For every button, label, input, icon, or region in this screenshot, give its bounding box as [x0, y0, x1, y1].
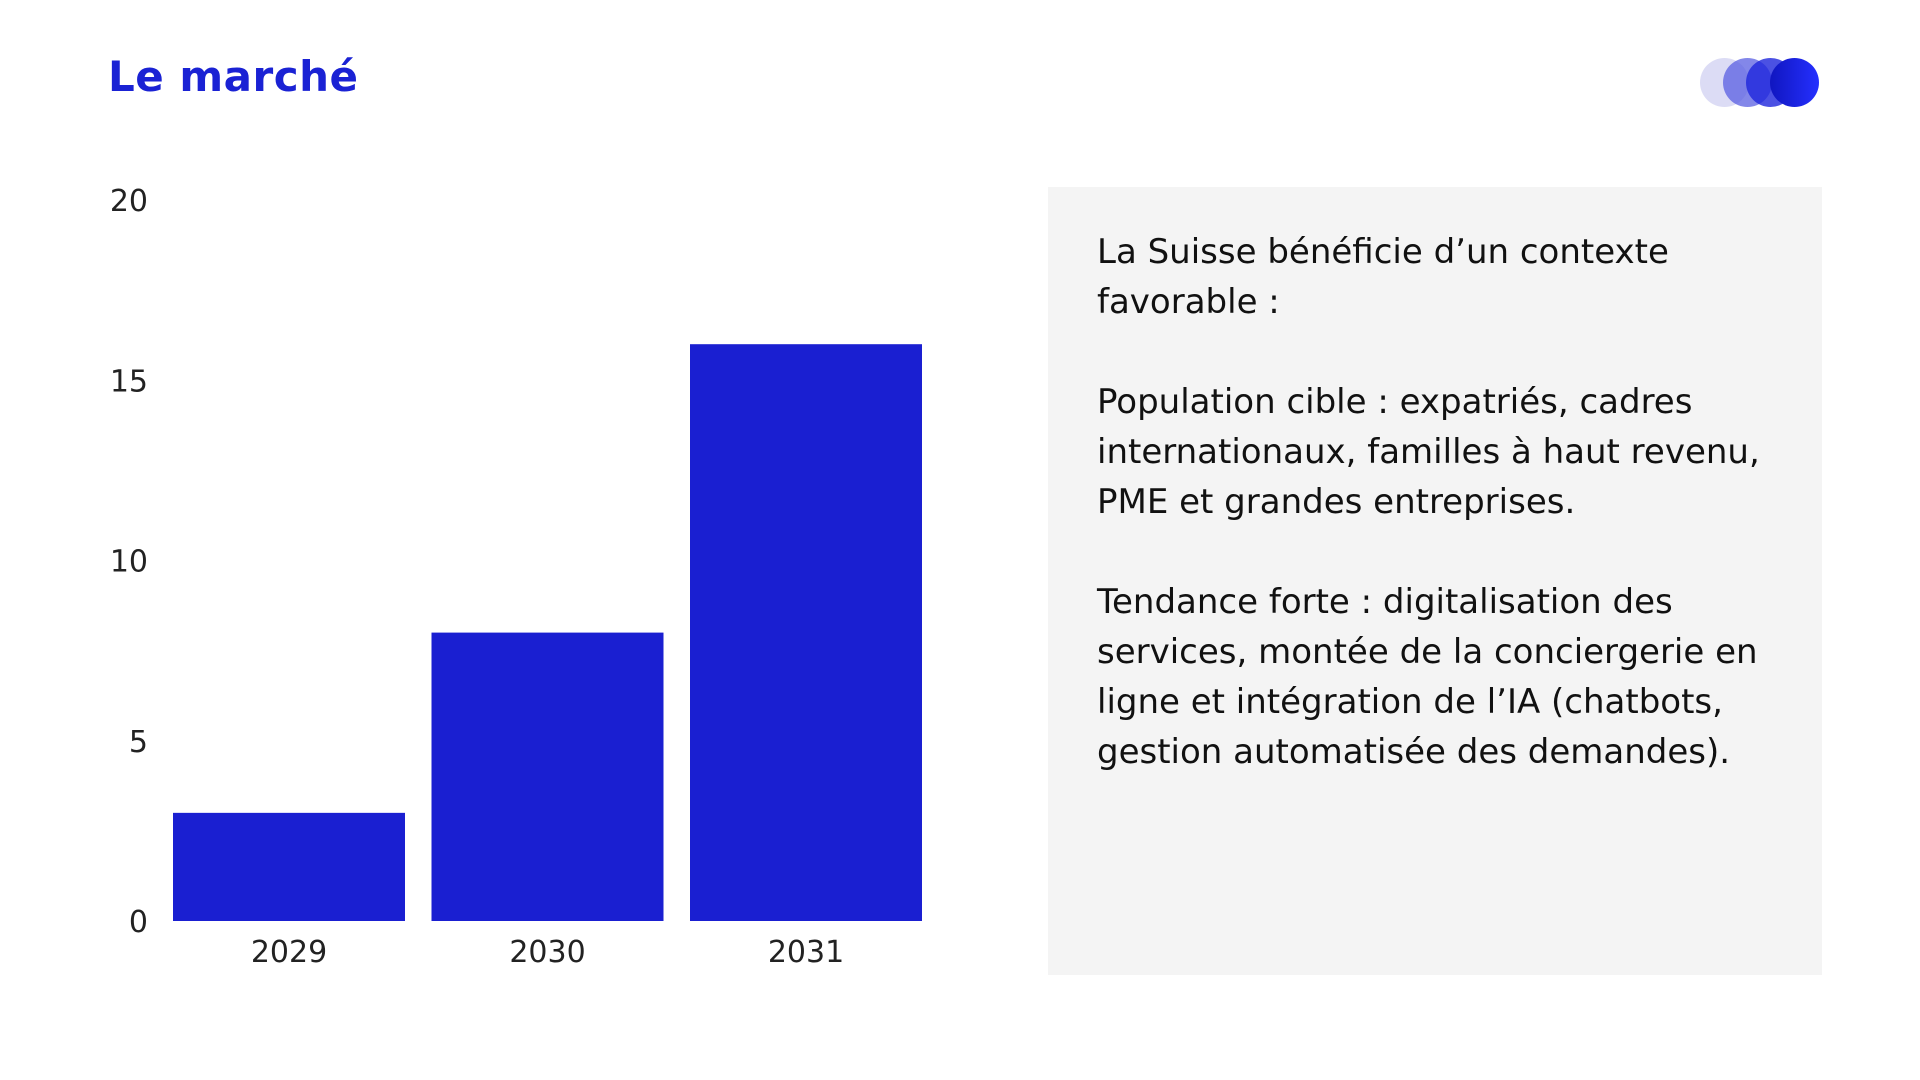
info-panel: La Suisse bénéficie d’un contexte favora…	[1048, 187, 1822, 975]
x-tick-label: 2031	[768, 935, 844, 970]
paragraph-trend: Tendance forte : digitalisation des serv…	[1097, 582, 1758, 772]
y-tick-label: 0	[129, 905, 148, 940]
y-tick-label: 10	[110, 545, 148, 580]
y-tick-label: 15	[110, 364, 148, 399]
y-tick-label: 20	[110, 184, 148, 219]
x-tick-label: 2029	[251, 935, 327, 970]
bar-2030	[431, 632, 664, 921]
logo-circle-4	[1770, 58, 1819, 107]
bar-chart: 0 5 10 15 20 2029 2030 2031	[110, 184, 922, 970]
logo-circles-icon	[1700, 58, 1830, 108]
paragraph-context: La Suisse bénéficie d’un contexte favora…	[1097, 232, 1669, 322]
bar-2031	[690, 344, 922, 921]
bar-2029	[173, 812, 405, 921]
page-title: Le marché	[108, 52, 359, 101]
y-tick-label: 5	[129, 725, 148, 760]
info-panel-text: La Suisse bénéficie d’un contexte favora…	[1097, 227, 1797, 827]
paragraph-population: Population cible : expatriés, cadres int…	[1097, 382, 1760, 522]
x-tick-label: 2030	[509, 935, 585, 970]
